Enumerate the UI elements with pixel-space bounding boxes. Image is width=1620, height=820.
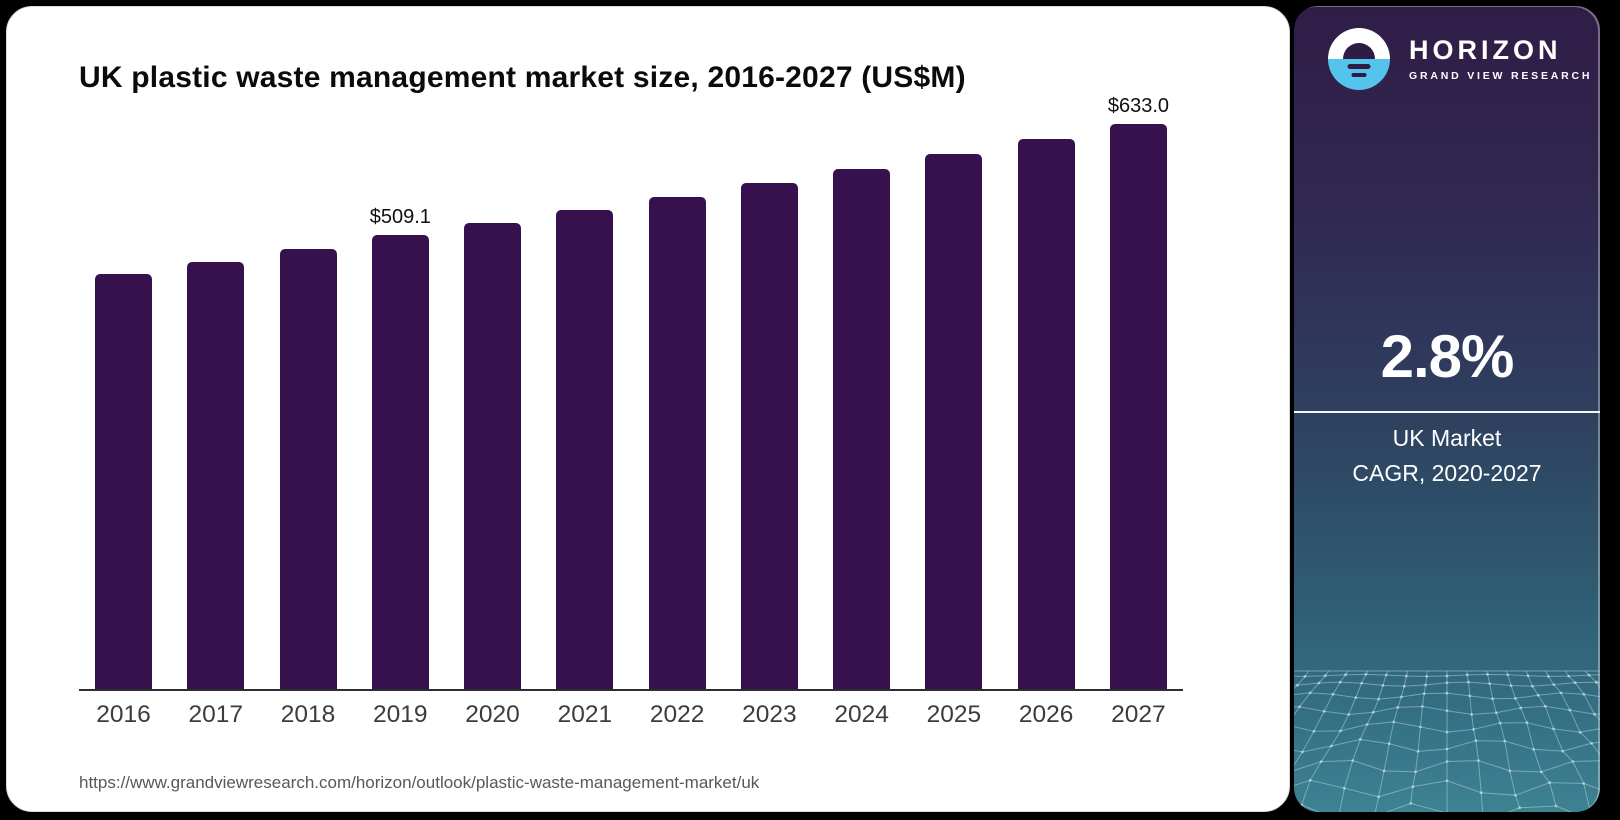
bar-2026 bbox=[1017, 139, 1075, 689]
reflection-dash bbox=[1351, 73, 1367, 77]
reflection-dash bbox=[1347, 64, 1371, 69]
stat-divider bbox=[1294, 411, 1600, 413]
bar-column-2022 bbox=[648, 124, 706, 689]
bar-value-label-2019: $509.1 bbox=[369, 205, 431, 228]
mesh-pattern bbox=[1294, 670, 1600, 812]
bar-2024 bbox=[833, 168, 891, 689]
sun-dome-shape bbox=[1343, 43, 1375, 59]
bar-column-2016 bbox=[95, 124, 152, 689]
bar-value-label-2027: $633.0 bbox=[1107, 95, 1170, 117]
bar-column-2027: $633.0 bbox=[1108, 95, 1169, 689]
bar-2022 bbox=[648, 196, 706, 689]
cagr-label-line2: CAGR, 2020-2027 bbox=[1352, 460, 1542, 486]
bar-column-2020 bbox=[464, 124, 522, 689]
source-url-link[interactable]: https://www.grandviewresearch.com/horizo… bbox=[79, 773, 760, 792]
x-tick-2022: 2022 bbox=[649, 701, 705, 728]
bar-column-2017 bbox=[187, 124, 245, 689]
bar-2017 bbox=[187, 261, 245, 689]
bar-column-2018 bbox=[279, 124, 337, 689]
chart-card: UK plastic waste management market size,… bbox=[6, 6, 1290, 812]
x-tick-2019: 2019 bbox=[373, 701, 428, 728]
bar-column-2021 bbox=[556, 124, 614, 689]
x-tick-2025: 2025 bbox=[926, 701, 982, 728]
x-tick-2026: 2026 bbox=[1018, 701, 1074, 728]
brand-name: HORIZON bbox=[1409, 34, 1562, 65]
bar-2016 bbox=[95, 274, 152, 689]
cagr-label: UK Market CAGR, 2020-2027 bbox=[1294, 421, 1600, 491]
x-tick-2023: 2023 bbox=[742, 701, 797, 728]
x-tick-2018: 2018 bbox=[280, 701, 336, 728]
brand-lockup: HORIZON GRAND VIEW RESEARCH bbox=[1328, 28, 1592, 90]
horizon-sunset-icon bbox=[1328, 28, 1390, 90]
bar-2023 bbox=[740, 182, 798, 689]
chart-title: UK plastic waste management market size,… bbox=[79, 61, 966, 95]
x-axis-labels: 2016 2017 2018 2019 2020 2021 2022 2023 2024 2025… bbox=[79, 701, 1183, 729]
brand-subtitle: GRAND VIEW RESEARCH bbox=[1409, 69, 1593, 82]
bar-column-2026 bbox=[1017, 124, 1075, 689]
x-tick-2021: 2021 bbox=[557, 701, 613, 728]
cagr-value: 2.8% bbox=[1380, 323, 1515, 390]
cagr-label-line1: UK Market bbox=[1392, 425, 1502, 451]
bar-column-2019: $509.1 bbox=[370, 124, 431, 689]
plot-area: $509.1 $633.0 bbox=[79, 95, 1183, 691]
bar-2019: $509.1 bbox=[370, 206, 431, 689]
bar-2018 bbox=[279, 248, 337, 689]
brand-text: HORIZON GRAND VIEW RESEARCH bbox=[1409, 34, 1593, 82]
bar-column-2023 bbox=[740, 124, 798, 689]
x-tick-2017: 2017 bbox=[188, 701, 244, 728]
bar-column-2024 bbox=[833, 124, 891, 689]
bar-2020 bbox=[464, 223, 522, 689]
bar-2027: $633.0 bbox=[1108, 95, 1169, 689]
x-tick-2024: 2024 bbox=[834, 701, 889, 728]
x-tick-2027: 2027 bbox=[1111, 701, 1166, 728]
x-tick-2016: 2016 bbox=[96, 701, 151, 728]
sidebar: HORIZON GRAND VIEW RESEARCH 2.8% UK Mark… bbox=[1294, 6, 1600, 812]
x-tick-2020: 2020 bbox=[465, 701, 520, 728]
bar-2021 bbox=[556, 210, 614, 689]
bar-2025 bbox=[925, 154, 983, 689]
bar-column-2025 bbox=[925, 124, 983, 689]
